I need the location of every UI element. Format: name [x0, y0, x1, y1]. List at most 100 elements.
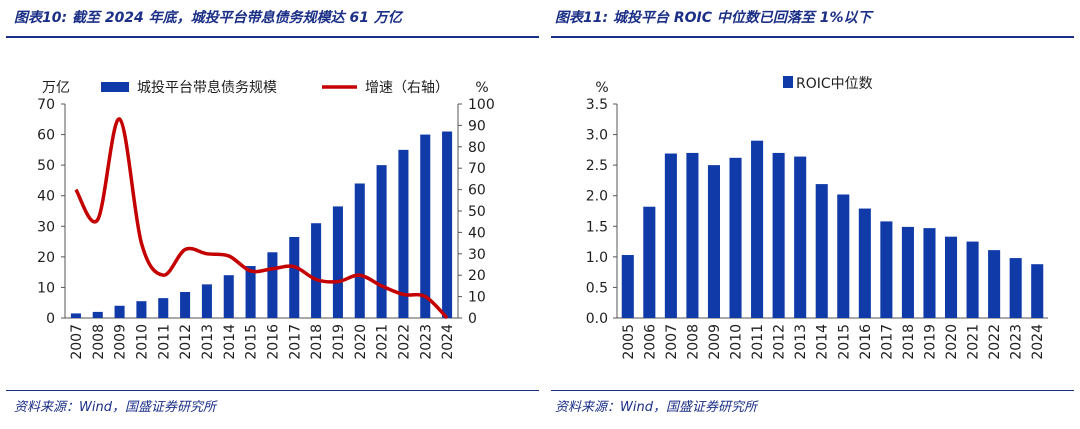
bar — [442, 131, 453, 318]
bar — [751, 140, 764, 318]
right-y-axis-unit: % — [475, 80, 488, 96]
left-y-tick-label: 10 — [37, 280, 55, 296]
chart-title: 图表11: 城投平台 ROIC 中位数已回落至 1%以下 — [555, 10, 872, 26]
y-tick-label: 0.5 — [586, 280, 608, 296]
x-tick-label: 2017 — [879, 324, 895, 360]
right-y-tick-label: 30 — [468, 247, 486, 263]
bar — [621, 255, 634, 318]
bar — [70, 313, 81, 318]
bar — [901, 226, 914, 318]
bar — [729, 157, 742, 318]
x-tick-label: 2010 — [134, 324, 150, 360]
y-tick-label: 0.0 — [586, 311, 608, 327]
x-tick-label: 2015 — [836, 324, 852, 360]
x-tick-label: 2017 — [287, 324, 303, 360]
bar — [837, 194, 850, 318]
legend-line-label: 增速（右轴） — [365, 80, 449, 96]
x-tick-label: 2011 — [750, 324, 766, 360]
x-tick-label: 2011 — [156, 324, 172, 360]
x-tick-label: 2013 — [200, 324, 216, 360]
source-divider — [6, 390, 539, 391]
right-y-tick-label: 80 — [468, 140, 486, 156]
x-tick-label: 2007 — [664, 324, 680, 360]
x-tick-label: 2008 — [91, 324, 107, 360]
bar — [180, 292, 191, 318]
x-tick-label: 2015 — [244, 324, 260, 360]
bar — [880, 221, 893, 318]
x-tick-label: 2008 — [685, 324, 701, 360]
y-tick-label: 1.0 — [586, 250, 608, 266]
chart-title: 图表10: 截至 2024 年底，城投平台带息债务规模达 61 万亿 — [14, 10, 402, 26]
source-divider — [551, 390, 1074, 391]
bar — [1031, 264, 1044, 318]
growth-rate-line — [74, 117, 449, 320]
x-tick-label: 2018 — [901, 324, 917, 360]
bar — [794, 156, 807, 318]
bar — [643, 206, 656, 318]
left-y-tick-label: 0 — [46, 311, 55, 327]
left-y-tick-label: 60 — [37, 128, 55, 144]
x-tick-label: 2006 — [642, 324, 658, 360]
x-tick-label: 2018 — [309, 324, 325, 360]
y-tick-label: 3.0 — [586, 128, 608, 144]
y-tick-label: 1.5 — [586, 219, 608, 235]
right-y-tick-label: 20 — [468, 268, 486, 284]
right-y-tick-label: 50 — [468, 204, 486, 220]
bar — [114, 305, 125, 318]
bar — [858, 208, 871, 318]
left-y-axis-unit: 万亿 — [42, 80, 70, 96]
x-tick-label: 2019 — [331, 324, 347, 360]
x-tick-label: 2005 — [621, 324, 637, 360]
bar — [1009, 258, 1022, 318]
left-y-tick-label: 20 — [37, 250, 55, 266]
bar — [376, 165, 387, 318]
bar — [311, 223, 322, 318]
bar — [988, 250, 1001, 318]
x-tick-label: 2014 — [222, 324, 238, 360]
bar — [420, 134, 431, 318]
x-tick-label: 2020 — [353, 324, 369, 360]
y-tick-label: 2.0 — [586, 189, 608, 205]
bar — [289, 236, 300, 318]
x-tick-label: 2024 — [440, 324, 456, 360]
bar — [944, 236, 958, 318]
x-tick-label: 2007 — [69, 324, 85, 360]
x-tick-label: 2023 — [418, 324, 434, 360]
y-axis-unit: % — [595, 80, 608, 96]
left-y-tick-label: 30 — [37, 219, 55, 235]
bar — [245, 266, 256, 318]
right-y-tick-label: 40 — [468, 225, 486, 241]
y-tick-label: 3.5 — [586, 97, 608, 113]
legend-bar-label: ROIC中位数 — [796, 76, 873, 92]
x-tick-label: 2022 — [396, 324, 412, 360]
roic-chart: 0.0 0.5 1.0 1.5 2.0 2.5 3.0 3.5% ROIC中位数 2005 2006… — [586, 76, 1048, 360]
x-tick-label: 2016 — [265, 324, 281, 360]
right-y-tick-label: 0 — [468, 311, 477, 327]
right-y-tick-label: 70 — [468, 161, 486, 177]
x-tick-label: 2012 — [772, 324, 788, 360]
x-tick-label: 2021 — [966, 324, 982, 360]
chart-panel-debt-scale: 图表10: 截至 2024 年底，城投平台带息债务规模达 61 万亿 0 10 20… — [6, 10, 539, 415]
legend-bar-swatch — [783, 76, 793, 88]
bar — [686, 152, 699, 318]
y-tick-label: 2.5 — [586, 158, 608, 174]
x-tick-label: 2021 — [375, 324, 391, 360]
x-tick-label: 2013 — [793, 324, 809, 360]
bar — [332, 206, 343, 318]
right-y-tick-label: 10 — [468, 290, 486, 306]
bar — [815, 184, 828, 318]
left-y-tick-label: 40 — [37, 189, 55, 205]
bar — [158, 298, 169, 318]
legend-bar-label: 城投平台带息债务规模 — [137, 79, 277, 96]
bar — [201, 284, 212, 318]
x-tick-label: 2010 — [729, 324, 745, 360]
bar — [966, 241, 979, 318]
debt-scale-chart: 0 10 20 30 40 50 60 70 0 10 20 30 40 50 60 70 80 90 100 万亿%… — [37, 79, 495, 360]
chart-panel-roic: 图表11: 城投平台 ROIC 中位数已回落至 1%以下 0.0 0.5 1.0 1.… — [545, 0, 1080, 429]
bar — [267, 252, 278, 318]
x-tick-label: 2024 — [1030, 324, 1046, 360]
x-tick-label: 2009 — [113, 324, 129, 360]
bar — [398, 149, 409, 318]
legend-bar-swatch — [101, 82, 129, 92]
bar — [772, 152, 785, 318]
